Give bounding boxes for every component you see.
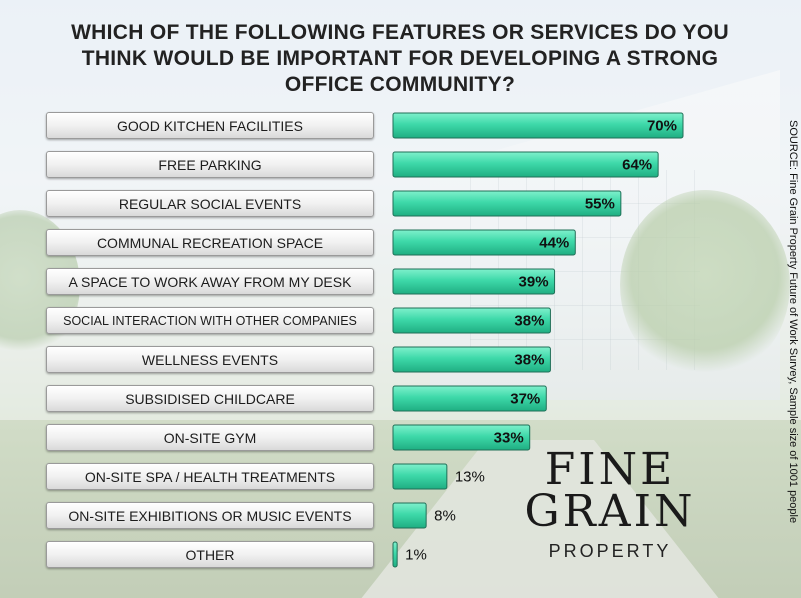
category-label: WELLNESS EVENTS (46, 346, 374, 373)
bar-value-label: 37% (510, 391, 540, 408)
bar-value-label: 38% (514, 352, 544, 369)
background-tree-right (620, 190, 790, 380)
bar (392, 541, 398, 568)
bar-value-label: 55% (585, 196, 615, 213)
bar (392, 229, 576, 256)
bar (392, 190, 622, 217)
logo-line-grain: GRAIN (524, 486, 696, 537)
bar (392, 502, 427, 529)
bar (392, 112, 684, 139)
category-label: OTHER (46, 541, 374, 568)
bar-group: 70% 64% 55% 44% 39% 38% 38% 37% 33% 13% 8% 1% (392, 112, 684, 568)
chart-title: WHICH OF THE FOLLOWING FEATURES OR SERVI… (71, 21, 729, 96)
category-label: FREE PARKING (46, 151, 374, 178)
category-label: ON-SITE EXHIBITIONS OR MUSIC EVENTS (46, 502, 374, 529)
bar (392, 346, 551, 373)
category-label: A SPACE TO WORK AWAY FROM MY DESK (46, 268, 374, 295)
bar (392, 307, 551, 334)
category-label: GOOD KITCHEN FACILITIES (46, 112, 374, 139)
bar (392, 424, 531, 451)
category-label: COMMUNAL RECREATION SPACE (46, 229, 374, 256)
bar-value-label: 64% (622, 157, 652, 174)
bar-value-label: 39% (519, 274, 549, 291)
source-note: SOURCE: Fine Grain Property Future of Wo… (787, 120, 799, 524)
category-label: SUBSIDISED CHILDCARE (46, 385, 374, 412)
logo-line-property: PROPERTY (548, 541, 672, 561)
bar-value-label: 44% (539, 235, 569, 252)
bar (392, 268, 556, 295)
bar-value-label: 1% (405, 547, 427, 564)
bar (392, 385, 547, 412)
bar (392, 463, 448, 490)
category-label: REGULAR SOCIAL EVENTS (46, 190, 374, 217)
bar-value-label: 70% (647, 118, 677, 135)
category-label: ON-SITE SPA / HEALTH TREATMENTS (46, 463, 374, 490)
logo-line-fine: FINE (544, 444, 676, 495)
bar (392, 151, 659, 178)
category-label: SOCIAL INTERACTION WITH OTHER COMPANIES (46, 307, 374, 334)
bar-value-label: 38% (514, 313, 544, 330)
fine-grain-logo: FINE GRAIN PROPERTY (520, 444, 700, 562)
bar-value-label: 8% (434, 508, 456, 525)
category-label: ON-SITE GYM (46, 424, 374, 451)
bar-value-label: 33% (494, 430, 524, 447)
bar-value-label: 13% (455, 469, 485, 486)
